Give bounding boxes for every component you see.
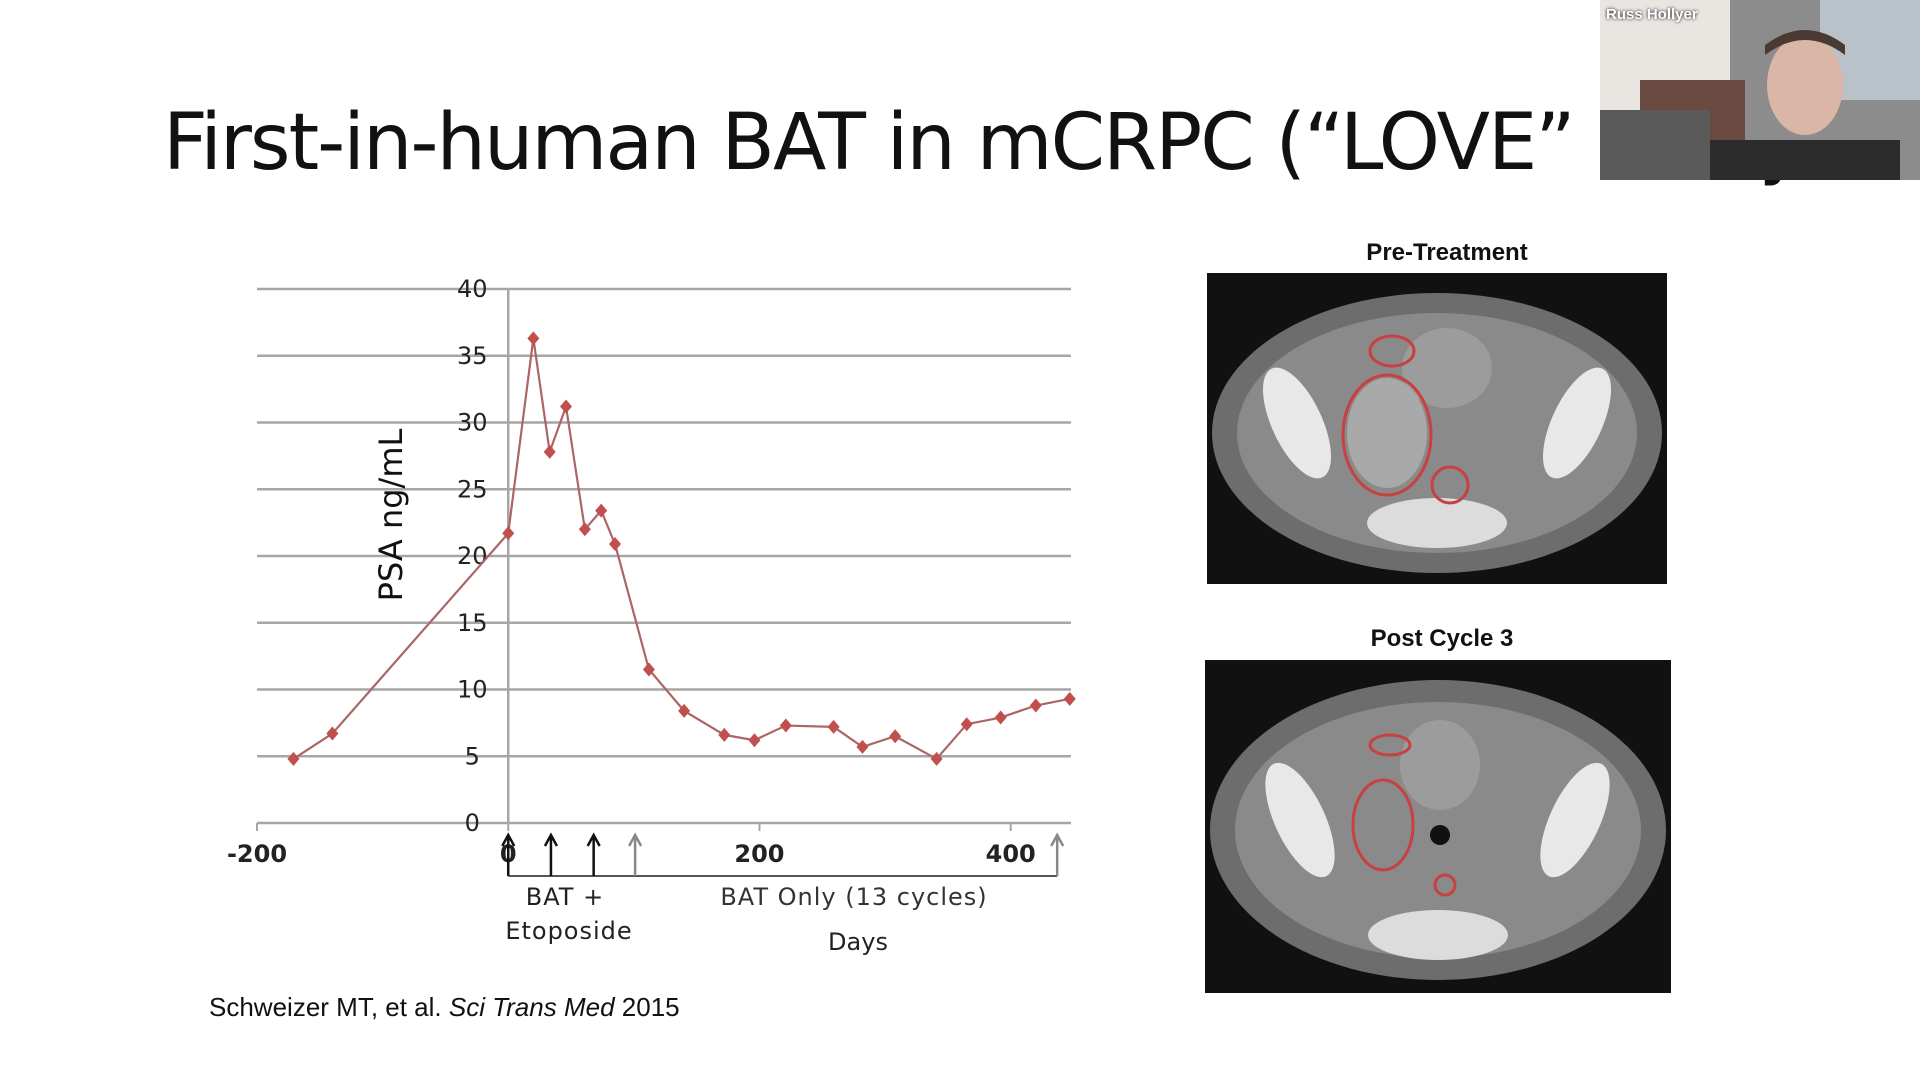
data-point [827,719,840,734]
bat-etoposide-dose-arrow [543,832,559,876]
y-tick-label: 0 [465,809,480,837]
y-tick-label: 5 [465,742,480,770]
data-point [543,444,556,459]
data-point [642,662,655,677]
x-tick-label: 400 [986,840,1036,868]
y-tick-label: 25 [457,475,488,503]
webcam-video-tile[interactable]: Russ Hollyer [1600,0,1920,180]
psa-series-line [292,338,1070,761]
y-tick-label: 15 [457,609,488,637]
data-point [326,726,339,741]
data-point [930,751,943,766]
slide-title: First-in-human BAT in mCRPC (“LOVE” stud… [163,98,1833,188]
data-point [560,399,573,414]
data-point [889,729,902,744]
webcam-video-frame [1600,0,1920,180]
citation-journal: Sci Trans Med [448,992,615,1022]
data-point [595,503,608,518]
data-point [609,536,622,551]
data-point [994,710,1007,725]
citation-authors: Schweizer MT, et al. [209,992,449,1022]
x-tick-label: 200 [734,840,784,868]
y-tick-label: 35 [457,342,488,370]
data-point [578,522,591,537]
y-tick-label: 20 [457,542,488,570]
data-point [856,739,869,754]
data-point [718,727,731,742]
post-cycle-3-label: Post Cycle 3 [1370,625,1514,652]
bat-etoposide-label: Etoposide [505,917,632,945]
data-point [1063,691,1076,706]
data-point [678,703,691,718]
bat-etoposide-dose-arrow [586,832,601,876]
bat-only-dose-arrow [1050,832,1065,876]
data-point [960,717,973,732]
bat-etoposide-label: BAT + [526,883,604,911]
bat-etoposide-dose-arrow [501,832,516,876]
y-tick-label: 10 [457,676,488,704]
pre-treatment-ct-image [1207,273,1667,584]
citation: Schweizer MT, et al. Sci Trans Med 2015 [209,992,680,1023]
data-point [779,718,792,733]
y-tick-label: 30 [457,409,488,437]
post-cycle-3-ct-image [1205,660,1671,993]
data-point [1029,698,1042,713]
data-point [502,526,515,541]
data-point [748,733,761,748]
citation-year: 2015 [614,992,680,1022]
participant-name: Russ Hollyer [1606,6,1698,23]
data-point [527,331,540,346]
pre-treatment-label: Pre-Treatment [1366,239,1528,266]
y-tick-label: 40 [457,275,488,303]
data-point [287,751,300,766]
x-tick-label: -200 [227,840,287,868]
bat-only-dose-arrow [628,832,643,876]
bat-only-label: BAT Only (13 cycles) [720,883,987,911]
y-axis-label: PSA ng/mL [372,429,410,602]
x-axis-label: Days [828,928,888,956]
